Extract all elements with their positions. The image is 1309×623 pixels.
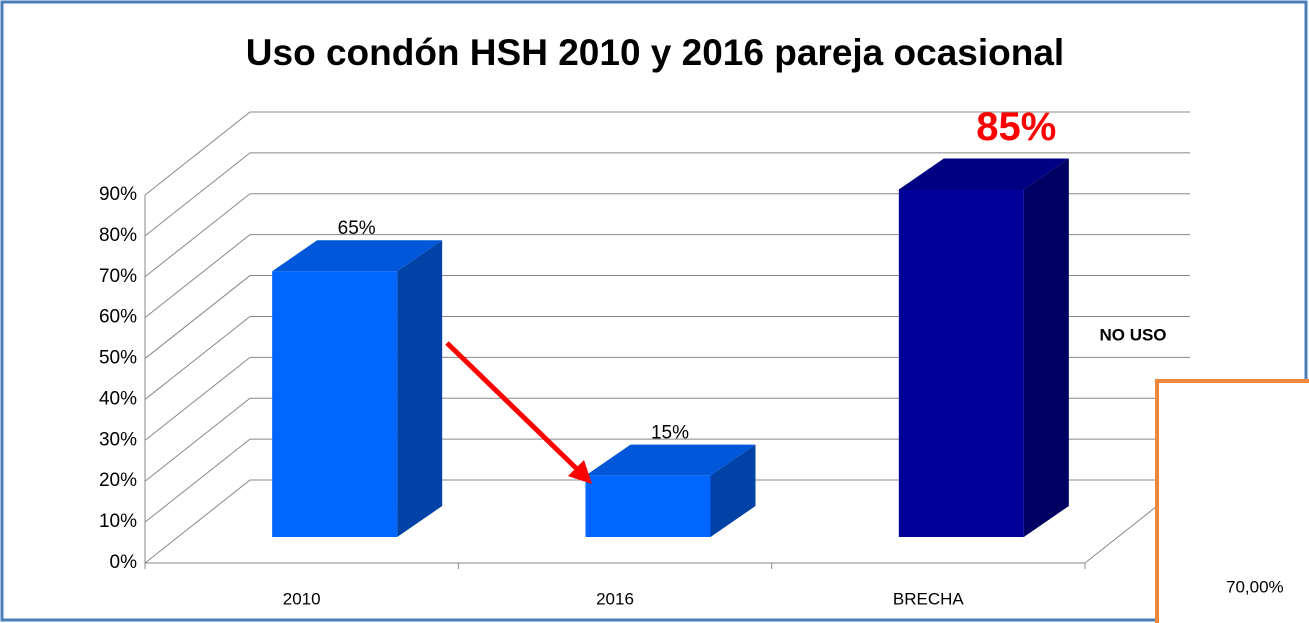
bar-side (1023, 158, 1069, 537)
chart-title: Uso condón HSH 2010 y 2016 pareja ocasio… (246, 32, 1064, 73)
overlay-box (1155, 379, 1309, 623)
arrow (445, 341, 580, 472)
y-tick-label: 20% (99, 470, 137, 491)
y-tick-label: 60% (99, 307, 137, 328)
grid-line (144, 275, 1190, 359)
y-tick-label: 50% (99, 348, 137, 369)
grid-line (144, 111, 1190, 196)
data-label: 85% (976, 105, 1056, 149)
y-tick-label: 80% (99, 225, 137, 246)
y-tick-label: 90% (99, 184, 137, 205)
grid-line (144, 152, 1190, 237)
grid-line (144, 397, 1190, 482)
bar (585, 444, 756, 537)
arrow-head (568, 460, 592, 484)
bar (898, 158, 1069, 537)
bar-top (898, 158, 1069, 190)
overlay-text: 70,00% (1226, 577, 1284, 596)
bar-side (397, 240, 443, 537)
bar-front (272, 271, 398, 537)
grid-line (144, 479, 1190, 564)
bar (272, 240, 443, 537)
y-tick-label: 30% (99, 429, 137, 450)
x-tick-label: 2010 (283, 589, 321, 608)
grid-line (144, 356, 1190, 441)
data-label: 15% (651, 423, 689, 444)
bar-side (710, 444, 756, 537)
bar-top (585, 444, 756, 476)
x-tick-label: BRECHA (893, 589, 965, 608)
y-tick-label: 70% (99, 266, 137, 287)
data-label: 65% (338, 218, 376, 239)
bar-top (272, 240, 443, 272)
grid-line (144, 315, 1190, 400)
grid-line (144, 438, 1190, 523)
grid-line (144, 193, 1190, 278)
annotation: NO USO (1099, 325, 1166, 344)
bar-front (585, 475, 711, 537)
y-tick-label: 10% (99, 511, 137, 532)
y-tick-label: 40% (99, 388, 137, 409)
bar-front (898, 189, 1024, 537)
grid-line (144, 234, 1190, 319)
x-tick-label: 2016 (596, 589, 634, 608)
y-tick-label: 0% (110, 552, 138, 573)
